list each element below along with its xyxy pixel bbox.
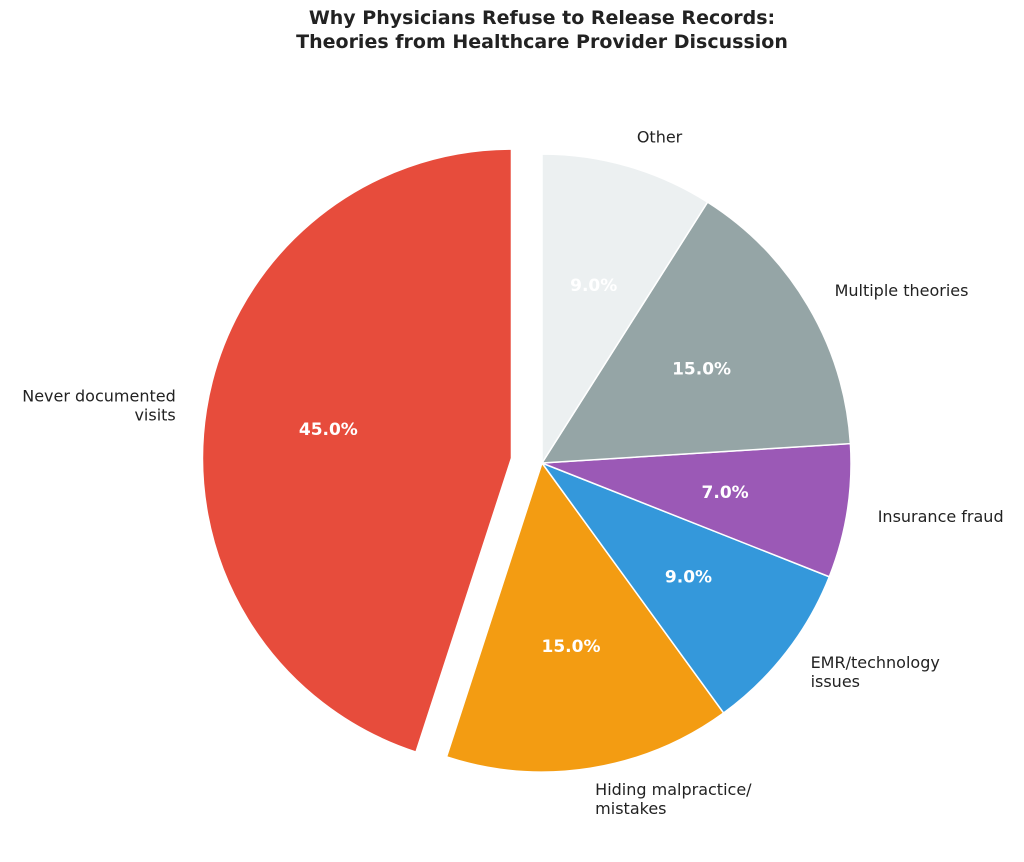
slice-category-label: EMR/technology issues: [811, 653, 940, 691]
pie-slice: [541, 442, 852, 578]
slice-category-label: Multiple theories: [835, 281, 969, 300]
pie-slice: [201, 148, 513, 753]
slice-percent-label: 9.0%: [570, 276, 617, 296]
chart-title: Why Physicians Refuse to Release Records…: [0, 6, 1024, 54]
chart-title-line-2: Theories from Healthcare Provider Discus…: [296, 31, 788, 53]
slice-category-label: Hiding malpractice/mistakes: [595, 780, 752, 818]
slice-percent-label: 45.0%: [299, 420, 358, 440]
pie-slice: [445, 461, 725, 773]
slice-percent-label: 9.0%: [665, 568, 712, 588]
pie-slice: [540, 201, 852, 464]
slice-percent-label: 15.0%: [672, 360, 731, 380]
pie-slice: [541, 153, 709, 466]
chart-title-line-1: Why Physicians Refuse to Release Records…: [308, 7, 776, 29]
slice-category-label: Never documented visits: [22, 386, 176, 424]
slice-category-label: Other: [637, 128, 683, 147]
slice-category-label: Insurance fraud: [878, 507, 1004, 526]
slice-percent-label: 15.0%: [542, 637, 601, 657]
pie-slice: [539, 461, 831, 715]
slice-percent-label: 7.0%: [702, 483, 749, 503]
